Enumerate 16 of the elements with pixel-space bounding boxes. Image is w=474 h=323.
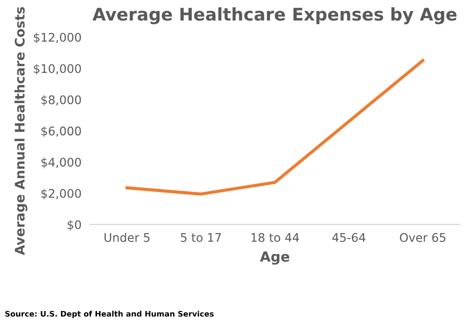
x-tick-label: 5 to 17 <box>180 233 221 242</box>
x-tick-label: Under 5 <box>104 232 150 242</box>
y-tick-label: $2,000 <box>41 188 81 200</box>
x-tick-label: 18 to 44 <box>252 233 299 242</box>
y-tick-label: $10,000 <box>34 64 81 75</box>
y-tick-label: $8,000 <box>41 95 81 106</box>
chart-title: Average Healthcare Expenses by Age <box>92 7 457 24</box>
y-tick-label: $12,000 <box>34 32 81 44</box>
y-tick-label: $4,000 <box>41 158 81 168</box>
y-tick-label: $6,000 <box>41 126 81 138</box>
x-tick-label: Over 65 <box>400 233 446 242</box>
y-tick-label: $0 <box>68 220 81 231</box>
x-tick-label: 45-64 <box>332 233 366 242</box>
line-series <box>126 59 424 196</box>
x-axis-title: Age <box>260 252 290 265</box>
y-axis-title: Average Annual Healthcare Costs <box>14 7 28 256</box>
